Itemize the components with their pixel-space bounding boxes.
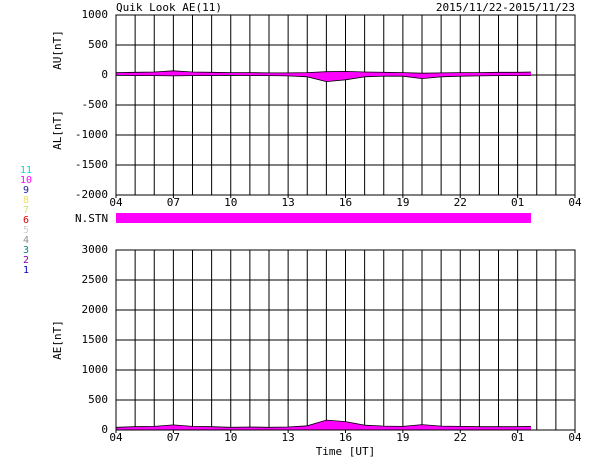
- x-tick-label: 01: [511, 196, 524, 209]
- date-range: 2015/11/22-2015/11/23: [436, 1, 575, 14]
- x-axis-label: Time [UT]: [316, 445, 376, 458]
- y-axis-label: AL[nT]: [51, 110, 64, 150]
- x-tick-label: 22: [454, 431, 467, 444]
- y-tick-label: 0: [101, 423, 108, 436]
- area-fill: [116, 420, 532, 430]
- series-line: [115, 70, 532, 74]
- y-tick-label: 1000: [82, 8, 109, 21]
- x-tick-label: 19: [396, 431, 409, 444]
- x-tick-label: 04: [568, 431, 582, 444]
- y-tick-label: 500: [88, 393, 108, 406]
- station-bar: [116, 213, 532, 223]
- chart-title: Quik Look AE(11): [116, 1, 222, 14]
- legend-label: 5: [23, 225, 29, 236]
- y-tick-label: -2000: [75, 188, 108, 201]
- x-tick-label: 01: [511, 431, 524, 444]
- x-tick-label: 04: [568, 196, 582, 209]
- y-tick-label: 1500: [82, 333, 109, 346]
- x-tick-label: 10: [224, 431, 237, 444]
- x-tick-label: 10: [224, 196, 237, 209]
- y-tick-label: -500: [82, 98, 109, 111]
- plot-frame: [115, 14, 576, 196]
- y-tick-label: -1500: [75, 158, 108, 171]
- legend-label: 3: [23, 245, 29, 256]
- series-line: [115, 74, 532, 83]
- y-tick-label: 1000: [82, 363, 109, 376]
- plot-frame: [115, 249, 576, 431]
- x-tick-label: 13: [282, 196, 295, 209]
- legend-label: 9: [23, 185, 29, 196]
- x-tick-label: 16: [339, 196, 352, 209]
- x-tick-label: 04: [109, 196, 123, 209]
- legend-label: 1: [23, 265, 29, 276]
- x-tick-label: 22: [454, 196, 467, 209]
- x-tick-label: 07: [167, 196, 180, 209]
- y-axis-label: AE[nT]: [51, 320, 64, 360]
- area-fill: [116, 75, 532, 82]
- y-tick-label: 500: [88, 38, 108, 51]
- x-tick-label: 13: [282, 431, 295, 444]
- legend-label: 2: [23, 255, 29, 266]
- y-tick-label: 0: [101, 68, 108, 81]
- series-line: [115, 419, 532, 428]
- y-axis-label: AU[nT]: [51, 30, 64, 70]
- x-tick-label: 16: [339, 431, 352, 444]
- legend-label: 8: [23, 195, 29, 206]
- x-tick-label: 04: [109, 431, 123, 444]
- legend-label: 10: [20, 175, 32, 186]
- legend-label: 6: [23, 215, 29, 226]
- x-tick-label: 07: [167, 431, 180, 444]
- legend-label: 7: [23, 205, 29, 216]
- y-tick-label: -1000: [75, 128, 108, 141]
- area-fill: [116, 70, 532, 75]
- legend-label: 4: [23, 235, 29, 246]
- station-label: N.STN: [75, 212, 108, 225]
- y-tick-label: 2000: [82, 303, 109, 316]
- legend-label: 11: [20, 165, 32, 176]
- y-tick-label: 3000: [82, 243, 109, 256]
- x-tick-label: 19: [396, 196, 409, 209]
- y-tick-label: 2500: [82, 273, 109, 286]
